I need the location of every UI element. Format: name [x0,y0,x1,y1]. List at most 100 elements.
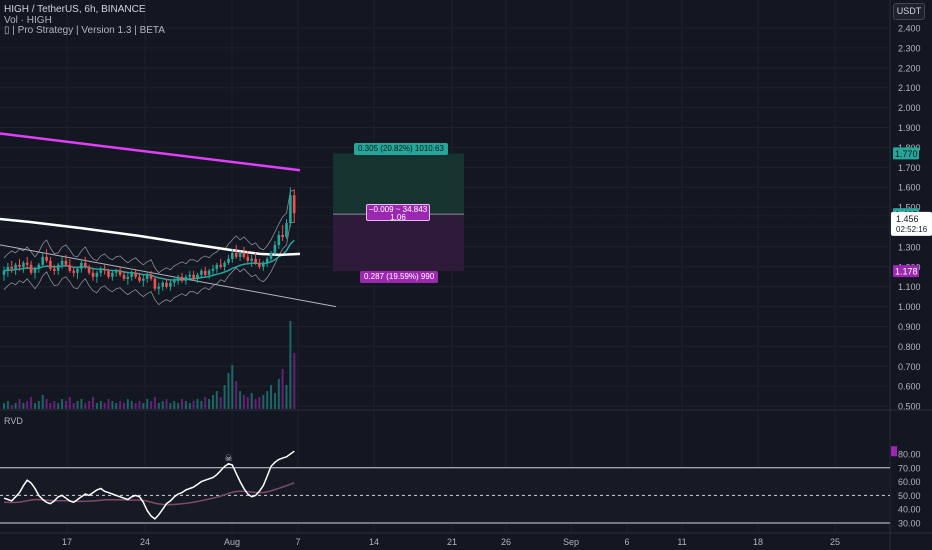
candle[interactable] [169,282,172,287]
rvd-legend[interactable]: RVD [4,416,23,426]
price-tick-label: 2.100 [898,83,921,93]
candle[interactable] [269,252,273,259]
candle[interactable] [56,264,60,271]
candle[interactable] [118,270,122,275]
candle[interactable] [10,266,13,269]
candle[interactable] [238,252,242,257]
volume-bar [150,401,153,409]
candle[interactable] [153,278,157,289]
candle[interactable] [258,262,261,267]
price-tick-label: 0.700 [898,362,921,372]
candle[interactable] [227,258,230,263]
volume-bar [123,403,125,409]
strategy-legend[interactable]: ▯ | Pro Strategy | Version 1.3 | BETA [4,25,165,36]
candle[interactable] [6,266,10,271]
volume-bar [242,395,245,409]
candle[interactable] [91,272,95,277]
trendline[interactable] [0,244,337,308]
candle[interactable] [176,276,180,281]
candle[interactable] [122,274,126,279]
currency-button[interactable]: USDT [893,3,925,20]
candle[interactable] [33,268,37,273]
candle[interactable] [45,256,48,261]
candle[interactable] [142,278,145,281]
candle[interactable] [234,252,238,257]
candle[interactable] [289,195,292,224]
candle[interactable] [114,270,118,273]
candle[interactable] [200,270,203,275]
candle[interactable] [53,268,56,271]
candle[interactable] [22,262,25,267]
candle[interactable] [277,235,281,245]
candle[interactable] [196,274,199,279]
position-target-label: 0.305 (20.82%) 1010.63 [354,143,448,155]
candle[interactable] [111,272,114,277]
candle[interactable] [49,260,52,269]
candle[interactable] [215,264,219,269]
position-stop-zone[interactable] [333,214,464,272]
candle[interactable] [203,270,207,275]
candle[interactable] [165,282,168,287]
candle[interactable] [37,264,41,269]
candle[interactable] [149,274,153,279]
volume-bar [188,403,191,409]
candle[interactable] [192,274,195,279]
candle[interactable] [60,260,64,265]
candle[interactable] [223,262,226,267]
volume-bar [153,397,156,409]
candle[interactable] [138,276,141,281]
candle[interactable] [188,274,192,277]
candle[interactable] [134,272,137,277]
candle[interactable] [126,276,130,279]
candle[interactable] [2,270,6,275]
position-center-label[interactable]: −0.009 ~ 34.843 1.06 [366,204,430,222]
candle[interactable] [207,270,211,275]
candle[interactable] [130,272,133,277]
candle[interactable] [76,268,79,273]
candle[interactable] [14,264,17,269]
candle[interactable] [80,262,83,269]
candle[interactable] [99,268,103,273]
candle[interactable] [292,195,296,214]
candle[interactable] [211,268,215,271]
candle[interactable] [84,262,87,267]
candle[interactable] [231,252,234,259]
candle[interactable] [246,256,250,261]
candle[interactable] [87,266,91,273]
candle[interactable] [145,274,149,279]
candle[interactable] [41,256,44,265]
candle[interactable] [107,270,110,277]
candle[interactable] [265,258,269,263]
candle[interactable] [161,282,164,287]
candle[interactable] [29,264,33,273]
candle[interactable] [157,286,161,289]
price-tick-label: 2.300 [898,43,921,53]
candle[interactable] [95,272,99,277]
candle[interactable] [285,223,288,237]
candle[interactable] [64,260,68,265]
candle[interactable] [250,258,253,261]
candle[interactable] [254,258,257,263]
candle[interactable] [18,264,21,267]
candle[interactable] [273,244,277,253]
candle[interactable] [68,264,72,271]
candle[interactable] [262,262,265,267]
volume-bar [30,397,33,409]
price-tick-label: 2.400 [898,24,921,34]
candle[interactable] [180,276,184,281]
volume-bar [250,393,253,409]
candle[interactable] [72,270,75,273]
candle[interactable] [184,276,188,281]
candle[interactable] [242,252,246,257]
candle[interactable] [103,268,106,271]
volume-bar [165,399,168,409]
candle[interactable] [281,235,284,237]
position-target-zone[interactable] [333,153,464,215]
candle[interactable] [173,280,176,283]
candle[interactable] [25,262,29,265]
candle[interactable] [219,264,222,267]
volume-legend[interactable]: Vol · HIGH [4,15,52,26]
symbol-legend[interactable]: HIGH / TetherUS, 6h, BINANCE [4,4,146,15]
volume-bar [126,399,129,409]
